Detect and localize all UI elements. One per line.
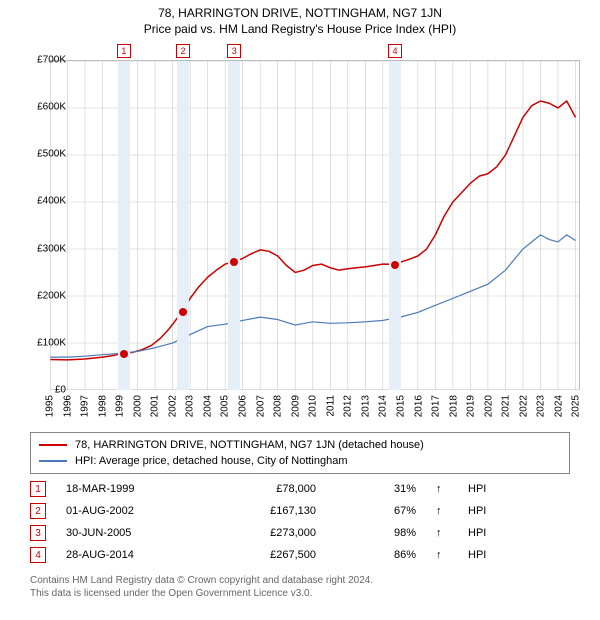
sale-band <box>389 61 401 390</box>
sale-marker <box>230 258 238 266</box>
x-tick-label: 2000 <box>132 395 143 417</box>
x-tick-label: 2009 <box>290 395 301 417</box>
sale-date: 01-AUG-2002 <box>66 505 196 517</box>
x-tick-label: 2007 <box>255 395 266 417</box>
sale-band <box>177 61 189 390</box>
y-tick-label: £600K <box>37 102 66 113</box>
legend-swatch-property <box>39 444 67 446</box>
y-tick-label: £0 <box>55 385 66 396</box>
x-tick-label: 2016 <box>413 395 424 417</box>
sale-row: 1 18-MAR-1999 £78,000 31% ↑ HPI <box>30 478 570 500</box>
legend-row-hpi: HPI: Average price, detached house, City… <box>39 453 561 469</box>
x-tick-label: 2003 <box>185 395 196 417</box>
sale-badge-chart: 3 <box>227 44 241 58</box>
x-tick-label: 2010 <box>308 395 319 417</box>
sale-diff-pct: 86% <box>336 549 416 561</box>
up-arrow-icon: ↑ <box>436 483 448 495</box>
x-tick-label: 2024 <box>553 395 564 417</box>
sale-date: 18-MAR-1999 <box>66 483 196 495</box>
sale-badge-icon: 2 <box>30 503 46 519</box>
sale-badge-icon: 4 <box>30 547 46 563</box>
sale-badge-icon: 3 <box>30 525 46 541</box>
legend: 78, HARRINGTON DRIVE, NOTTINGHAM, NG7 1J… <box>30 432 570 474</box>
sale-row: 4 28-AUG-2014 £267,500 86% ↑ HPI <box>30 544 570 566</box>
x-tick-label: 1998 <box>97 395 108 417</box>
x-tick-label: 2014 <box>378 395 389 417</box>
sale-badge-chart: 4 <box>388 44 402 58</box>
sale-hpi-label: HPI <box>468 527 486 539</box>
sale-marker <box>179 308 187 316</box>
sale-date: 30-JUN-2005 <box>66 527 196 539</box>
plot-area <box>50 60 580 390</box>
titles: 78, HARRINGTON DRIVE, NOTTINGHAM, NG7 1J… <box>0 0 600 36</box>
x-tick-label: 2001 <box>150 395 161 417</box>
y-tick-label: £700K <box>37 55 66 66</box>
y-tick-label: £400K <box>37 196 66 207</box>
legend-label-hpi: HPI: Average price, detached house, City… <box>75 455 348 467</box>
sale-price: £167,130 <box>216 505 316 517</box>
legend-row-property: 78, HARRINGTON DRIVE, NOTTINGHAM, NG7 1J… <box>39 437 561 453</box>
up-arrow-icon: ↑ <box>436 527 448 539</box>
x-tick-label: 2017 <box>431 395 442 417</box>
x-tick-label: 2006 <box>238 395 249 417</box>
sale-badge-chart: 1 <box>117 44 131 58</box>
sale-badge-chart: 2 <box>176 44 190 58</box>
x-tick-label: 2008 <box>273 395 284 417</box>
x-tick-label: 2011 <box>325 395 336 417</box>
footer-line-2: This data is licensed under the Open Gov… <box>30 587 570 600</box>
footer-line-1: Contains HM Land Registry data © Crown c… <box>30 574 570 587</box>
sale-row: 2 01-AUG-2002 £167,130 67% ↑ HPI <box>30 500 570 522</box>
chart-subtitle: Price paid vs. HM Land Registry's House … <box>0 22 600 36</box>
sale-hpi-label: HPI <box>468 505 486 517</box>
sale-row: 3 30-JUN-2005 £273,000 98% ↑ HPI <box>30 522 570 544</box>
y-tick-label: £100K <box>37 337 66 348</box>
chart-container: 78, HARRINGTON DRIVE, NOTTINGHAM, NG7 1J… <box>0 0 600 620</box>
sale-date: 28-AUG-2014 <box>66 549 196 561</box>
sale-diff-pct: 31% <box>336 483 416 495</box>
sale-hpi-label: HPI <box>468 549 486 561</box>
x-tick-label: 1995 <box>45 395 56 417</box>
legend-label-property: 78, HARRINGTON DRIVE, NOTTINGHAM, NG7 1J… <box>75 439 424 451</box>
x-tick-label: 2023 <box>536 395 547 417</box>
legend-swatch-hpi <box>39 460 67 462</box>
x-tick-label: 2018 <box>448 395 459 417</box>
sale-band <box>228 61 240 390</box>
x-tick-label: 2002 <box>167 395 178 417</box>
sale-hpi-label: HPI <box>468 483 486 495</box>
sale-badge-icon: 1 <box>30 481 46 497</box>
x-tick-label: 2013 <box>360 395 371 417</box>
x-tick-label: 2025 <box>571 395 582 417</box>
x-tick-label: 1997 <box>80 395 91 417</box>
x-tick-label: 2005 <box>220 395 231 417</box>
x-tick-label: 2022 <box>518 395 529 417</box>
x-tick-label: 2004 <box>202 395 213 417</box>
sale-band <box>118 61 130 390</box>
y-tick-label: £200K <box>37 290 66 301</box>
x-tick-label: 2019 <box>466 395 477 417</box>
x-tick-label: 1999 <box>115 395 126 417</box>
x-tick-label: 1996 <box>62 395 73 417</box>
sale-price: £78,000 <box>216 483 316 495</box>
sale-diff-pct: 98% <box>336 527 416 539</box>
up-arrow-icon: ↑ <box>436 549 448 561</box>
sales-table: 1 18-MAR-1999 £78,000 31% ↑ HPI 2 01-AUG-2002 £1… <box>30 478 570 566</box>
sale-marker <box>120 350 128 358</box>
sale-price: £267,500 <box>216 549 316 561</box>
footer: Contains HM Land Registry data © Crown c… <box>30 574 570 600</box>
sale-marker <box>391 261 399 269</box>
sale-diff-pct: 67% <box>336 505 416 517</box>
y-tick-label: £300K <box>37 243 66 254</box>
sale-price: £273,000 <box>216 527 316 539</box>
x-tick-label: 2020 <box>483 395 494 417</box>
x-tick-label: 2015 <box>395 395 406 417</box>
x-tick-label: 2012 <box>343 395 354 417</box>
x-tick-label: 2021 <box>501 395 512 417</box>
chart-title: 78, HARRINGTON DRIVE, NOTTINGHAM, NG7 1J… <box>0 6 600 20</box>
y-tick-label: £500K <box>37 149 66 160</box>
up-arrow-icon: ↑ <box>436 505 448 517</box>
